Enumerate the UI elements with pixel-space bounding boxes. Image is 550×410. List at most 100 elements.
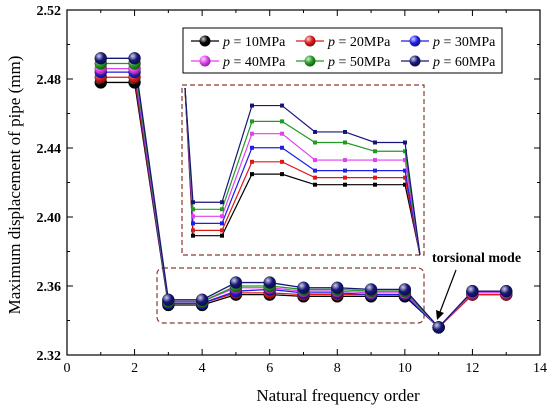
inset-series-marker	[403, 149, 407, 154]
inset-series-marker	[343, 129, 347, 134]
inset-series-line	[184, 87, 421, 256]
inset-series-marker	[373, 158, 377, 163]
series-marker	[162, 293, 175, 306]
inset-series-line	[184, 87, 421, 256]
x-tick-label: 12	[465, 361, 479, 376]
series-marker	[331, 281, 344, 294]
inset-series-marker	[250, 172, 254, 177]
legend-marker	[304, 55, 316, 67]
inset-series-marker	[250, 131, 254, 136]
inset-series-marker	[280, 119, 284, 124]
inset-series-marker	[250, 159, 254, 164]
x-tick-label: 4	[199, 361, 206, 376]
series-marker	[500, 284, 513, 298]
x-tick-label: 6	[266, 361, 273, 376]
inset-series-line	[184, 87, 421, 256]
y-tick-label: 2.48	[37, 73, 62, 88]
inset-series-marker	[220, 228, 224, 233]
x-tick-label: 10	[398, 361, 412, 376]
inset-series-marker	[191, 233, 195, 238]
y-tick-label: 2.40	[37, 211, 62, 226]
inset-series-marker	[280, 103, 284, 108]
zoom-box-upper	[181, 84, 425, 256]
annotation-arrow-line	[439, 269, 457, 313]
inset-series-marker	[280, 159, 284, 164]
series-marker	[432, 321, 445, 334]
y-tick-label: 2.36	[37, 280, 62, 295]
y-axis-label: Maximum displacement of pipe (mm)	[5, 56, 24, 315]
inset-series-marker	[280, 131, 284, 136]
annotation-arrowhead	[436, 310, 444, 320]
y-tick-label: 2.32	[37, 349, 62, 364]
x-tick-label: 8	[334, 361, 341, 376]
inset-series-line	[184, 87, 421, 256]
inset-series-marker	[343, 182, 347, 187]
inset-series-marker	[250, 119, 254, 124]
inset-series-marker	[220, 233, 224, 238]
series-marker	[195, 293, 209, 306]
inset-series-marker	[280, 145, 284, 150]
inset-series-marker	[373, 175, 377, 180]
series-marker	[94, 52, 107, 65]
legend-marker	[304, 35, 316, 47]
inset-series-marker	[250, 103, 254, 108]
series-marker	[466, 284, 479, 298]
annotation-layer: torsional mode	[432, 251, 521, 320]
legend-label: p = 20MPa	[327, 35, 391, 50]
inset-series-marker	[343, 168, 347, 173]
series-layer	[94, 52, 513, 334]
y-tick-label: 2.44	[37, 142, 62, 157]
series-marker	[364, 283, 378, 296]
inset-series-marker	[373, 182, 377, 187]
legend-marker	[409, 35, 421, 47]
inset-series-marker	[280, 172, 284, 177]
inset-series-line	[184, 87, 421, 256]
inset-series-marker	[313, 182, 317, 187]
series-marker	[297, 281, 310, 294]
legend-box	[182, 27, 503, 74]
inset-series-marker	[403, 158, 407, 163]
zoom-boxes	[156, 84, 425, 324]
inset-series-marker	[313, 158, 317, 163]
x-axis-label: Natural frequency order	[256, 386, 420, 405]
series-marker	[398, 283, 412, 296]
inset-series-marker	[313, 175, 317, 180]
inset-series-marker	[191, 207, 195, 212]
legend-label: p = 50MPa	[327, 55, 391, 70]
x-tick-label: 14	[533, 361, 547, 376]
annotation-label: torsional mode	[432, 251, 521, 266]
legend-label: p = 60MPa	[432, 55, 496, 70]
inset-series-marker	[220, 221, 224, 226]
x-tick-label: 0	[64, 361, 71, 376]
inset-series-marker	[191, 228, 195, 233]
legend: p = 10MPa p = 20MPa p = 30MPa p = 40MPa p = …	[182, 27, 503, 74]
inset-series-marker	[403, 182, 407, 187]
inset-series-marker	[403, 140, 407, 145]
inset-series-marker	[313, 168, 317, 173]
inset-series-marker	[191, 221, 195, 226]
legend-label: p = 40MPa	[222, 55, 286, 70]
inset-series-marker	[250, 145, 254, 150]
inset-series-marker	[220, 214, 224, 219]
inset-series-line	[184, 87, 421, 256]
legend-label: p = 30MPa	[432, 35, 496, 50]
inset-layer	[184, 87, 421, 256]
inset-series-marker	[220, 200, 224, 205]
inset-series-marker	[313, 140, 317, 145]
series-marker	[263, 276, 276, 289]
inset-series-marker	[343, 175, 347, 180]
inset-series-marker	[373, 168, 377, 173]
legend-marker	[199, 55, 211, 67]
series-marker	[128, 52, 141, 65]
axes: 0 2 4 6 8 10 12 14 2.32 2.36 2.40 2.44 2.48 2.52	[37, 4, 548, 376]
inset-series-marker	[373, 140, 377, 145]
inset-series-marker	[313, 129, 317, 134]
inset-series-marker	[220, 207, 224, 212]
inset-series-marker	[403, 168, 407, 173]
inset-series-marker	[343, 140, 347, 145]
series-marker	[229, 276, 243, 289]
legend-marker	[409, 55, 421, 67]
legend-marker	[199, 35, 211, 47]
inset-series-marker	[191, 214, 195, 219]
